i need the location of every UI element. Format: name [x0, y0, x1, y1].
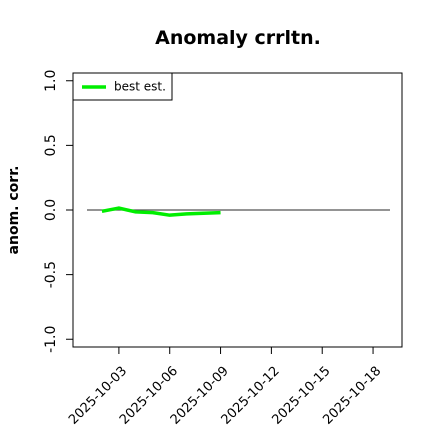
series-line	[101, 206, 221, 217]
y-tick-label: 0.0	[43, 199, 59, 221]
legend-label: best est.	[114, 80, 166, 94]
y-tick-label: 1.0	[43, 70, 59, 92]
y-tick-label: -1.0	[43, 326, 59, 353]
chart-title: Anomaly crrltn.	[155, 27, 321, 49]
y-tick-label: -0.5	[43, 261, 59, 288]
y-axis-label: anom. corr.	[6, 166, 22, 255]
y-tick-label: 0.5	[43, 134, 59, 156]
